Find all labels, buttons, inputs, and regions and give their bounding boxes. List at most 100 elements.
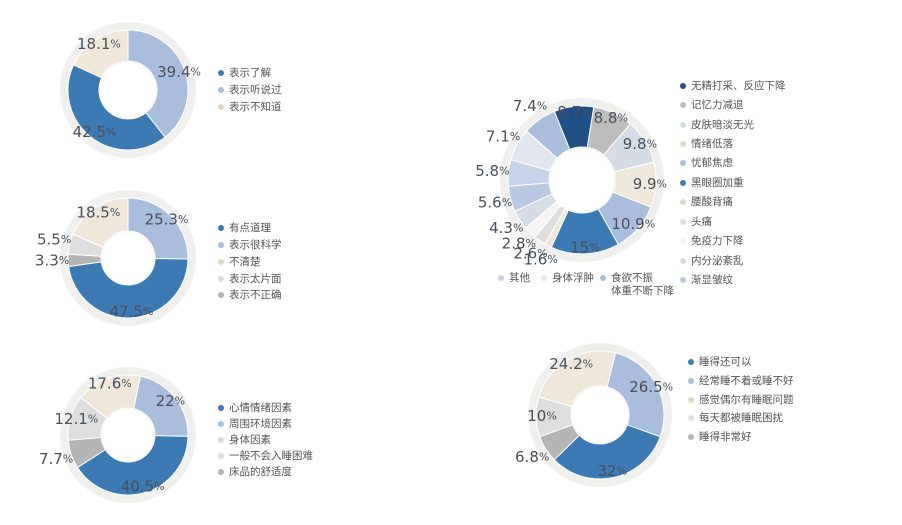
value-label: 25.3% — [145, 211, 189, 229]
value-label: 40.5% — [121, 477, 165, 495]
legend-dot — [688, 415, 694, 421]
legend-dot — [541, 275, 547, 281]
value-label: 3.3% — [35, 251, 69, 269]
donut-segment — [537, 350, 617, 408]
value-label: 24.2% — [549, 355, 593, 373]
legend-dot — [218, 405, 224, 411]
value-label: 2.6% — [513, 244, 547, 262]
legend-dot — [218, 292, 224, 298]
legend-dot — [680, 83, 686, 89]
donut-segment — [606, 352, 665, 438]
legend-label: 表示很科学 — [229, 238, 282, 251]
legend-label: 睡得还可以 — [699, 355, 752, 368]
legend-label: 食欲不振体重不断下降 — [611, 271, 674, 297]
legend-label: 表示不知道 — [229, 100, 282, 113]
legend-label: 身体浮肿 — [552, 271, 594, 284]
legend-dot — [218, 87, 224, 93]
value-label: 12.1% — [54, 410, 98, 428]
legend-label: 不清楚 — [229, 255, 261, 268]
legend-label: 身体因素 — [229, 433, 271, 446]
legend-dot — [680, 102, 686, 108]
value-label: 39.4% — [157, 63, 201, 81]
value-label: 7.4% — [513, 97, 547, 115]
value-label: 2.8% — [502, 235, 536, 253]
legend-label: 内分泌紊乱 — [691, 254, 744, 267]
value-label: 18.5% — [76, 203, 120, 221]
legend-dot — [218, 242, 224, 248]
legend-label: 每天都被睡眠困扰 — [699, 411, 783, 424]
legend-label: 床品的舒适度 — [229, 465, 292, 478]
value-label: 10% — [527, 407, 557, 425]
value-label: 42.5% — [73, 123, 117, 141]
legend-dot — [680, 238, 686, 244]
value-label: 8.8% — [594, 109, 628, 127]
legend-label: 免疫力下降 — [691, 234, 744, 247]
legend-dot — [498, 275, 504, 281]
legend-dot — [218, 276, 224, 282]
donut-segment — [127, 29, 189, 138]
value-label: 6.8% — [515, 448, 549, 466]
legend-dot — [218, 70, 224, 76]
donut-hole — [100, 62, 156, 118]
legend-dot — [218, 437, 224, 443]
legend-label: 表示太片面 — [229, 272, 282, 285]
legend-label: 一般不会入睡困难 — [229, 449, 313, 462]
legend-dot — [688, 397, 694, 403]
donut-segment — [127, 197, 189, 260]
legend-dot — [218, 104, 224, 110]
donut-hole — [102, 409, 154, 461]
legend-dot — [680, 160, 686, 166]
value-label: 9.9% — [633, 175, 667, 193]
legend-label: 黑眼圈加重 — [691, 176, 744, 189]
legend-dot — [688, 434, 694, 440]
legend-dot — [688, 378, 694, 384]
value-label: 10.9% — [611, 215, 655, 233]
legend-label: 皮肤暗淡无光 — [691, 118, 754, 131]
legend-dot — [218, 225, 224, 231]
legend-dot — [218, 469, 224, 475]
donut-hole — [102, 232, 154, 284]
legend-dot — [680, 199, 686, 205]
legend-dot — [680, 122, 686, 128]
legend-label: 表示了解 — [229, 66, 271, 79]
value-label: 7.7% — [39, 450, 73, 468]
value-label: 7.1% — [486, 127, 520, 145]
value-label: 22% — [156, 392, 186, 410]
legend-dot — [600, 275, 606, 281]
legend-label: 表示听说过 — [229, 83, 282, 96]
legend-label: 心情情绪因素 — [229, 401, 292, 414]
legend-label: 感觉偶尔有睡眠问题 — [699, 393, 794, 406]
donut-hole — [572, 387, 628, 443]
donut-segment — [72, 29, 129, 79]
legend-label: 渐显皱纹 — [691, 273, 733, 286]
legend-dot — [680, 277, 686, 283]
legend-label: 无精打采、反应下降 — [691, 79, 786, 92]
legend-label: 情绪低落 — [691, 137, 733, 150]
legend-dot — [218, 259, 224, 265]
legend-dot — [680, 180, 686, 186]
value-label: 26.5% — [629, 378, 673, 396]
legend-dot — [218, 421, 224, 427]
donut-segment — [76, 435, 189, 496]
donut-hole — [550, 148, 614, 212]
legend-label: 表示不正确 — [229, 288, 282, 301]
value-label: 5.6% — [478, 194, 512, 212]
legend-label: 头痛 — [691, 215, 712, 228]
donut-segment — [80, 374, 142, 419]
legend-label: 忧郁焦虑 — [691, 156, 733, 169]
donut-segment — [553, 424, 661, 480]
value-label: 1.6% — [523, 250, 557, 268]
legend-dot — [680, 219, 686, 225]
value-label: 4.3% — [489, 219, 523, 237]
legend-label: 经常睡不着或睡不好 — [699, 374, 794, 387]
donut-segment — [72, 197, 129, 248]
legend-label: 腰酸背痛 — [691, 195, 733, 208]
value-label: 47.5% — [109, 302, 153, 320]
value-label: 17.6% — [88, 375, 132, 393]
legend-label: 其他 — [509, 271, 530, 284]
value-label: 32% — [598, 462, 628, 480]
value-label: 5.8% — [475, 162, 509, 180]
legend-dot — [218, 453, 224, 459]
value-label: 8.7% — [557, 103, 591, 121]
